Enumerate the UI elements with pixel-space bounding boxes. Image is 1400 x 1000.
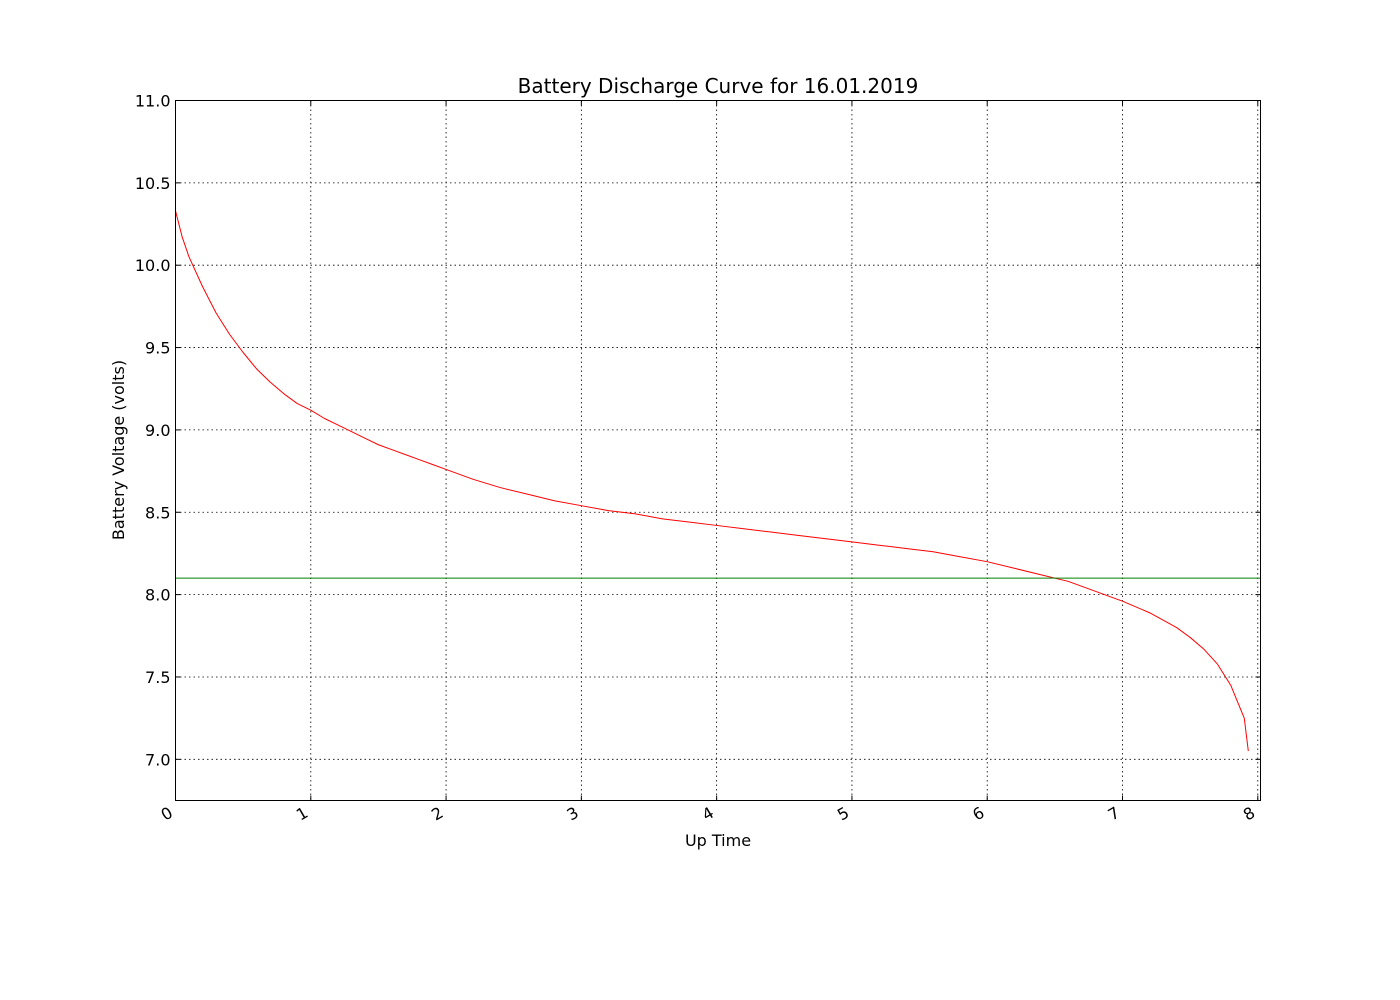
x-tick-label: 5 [834,803,852,825]
x-tick-label: 3 [563,803,581,825]
y-tick-label: 7.5 [145,668,170,687]
x-tick-label: 4 [699,803,717,825]
x-tick-label: 8 [1240,803,1258,825]
series-layer [175,210,1261,752]
y-tick-label: 8.5 [145,503,170,522]
plot-frame [175,100,1261,801]
x-tick-label: 1 [293,803,311,825]
x-tick-label: 0 [158,803,176,825]
x-tick-label: 6 [969,803,987,825]
y-tick-label: 8.0 [145,586,170,605]
y-tick-label: 11.0 [135,92,171,111]
voltage-series-line [175,210,1249,752]
y-tick-label: 7.0 [145,750,170,769]
y-tick-label: 9.5 [145,339,170,358]
x-tick-label: 2 [428,803,446,825]
chart-title: Battery Discharge Curve for 16.01.2019 [518,74,919,98]
tick-marks: 0 1 2 3 4 5 6 7 8 7.0 7.5 8.0 8.5 9.0 9.5 10.0 10.5 11.0 [135,92,1261,825]
y-tick-label: 10.0 [135,256,171,275]
y-tick-label: 10.5 [135,174,171,193]
x-tick-label: 7 [1105,803,1123,825]
x-axis-label: Up Time [685,831,751,850]
grid-lines [175,100,1261,801]
y-tick-label: 9.0 [145,421,170,440]
y-axis-label: Battery Voltage (volts) [109,360,128,540]
